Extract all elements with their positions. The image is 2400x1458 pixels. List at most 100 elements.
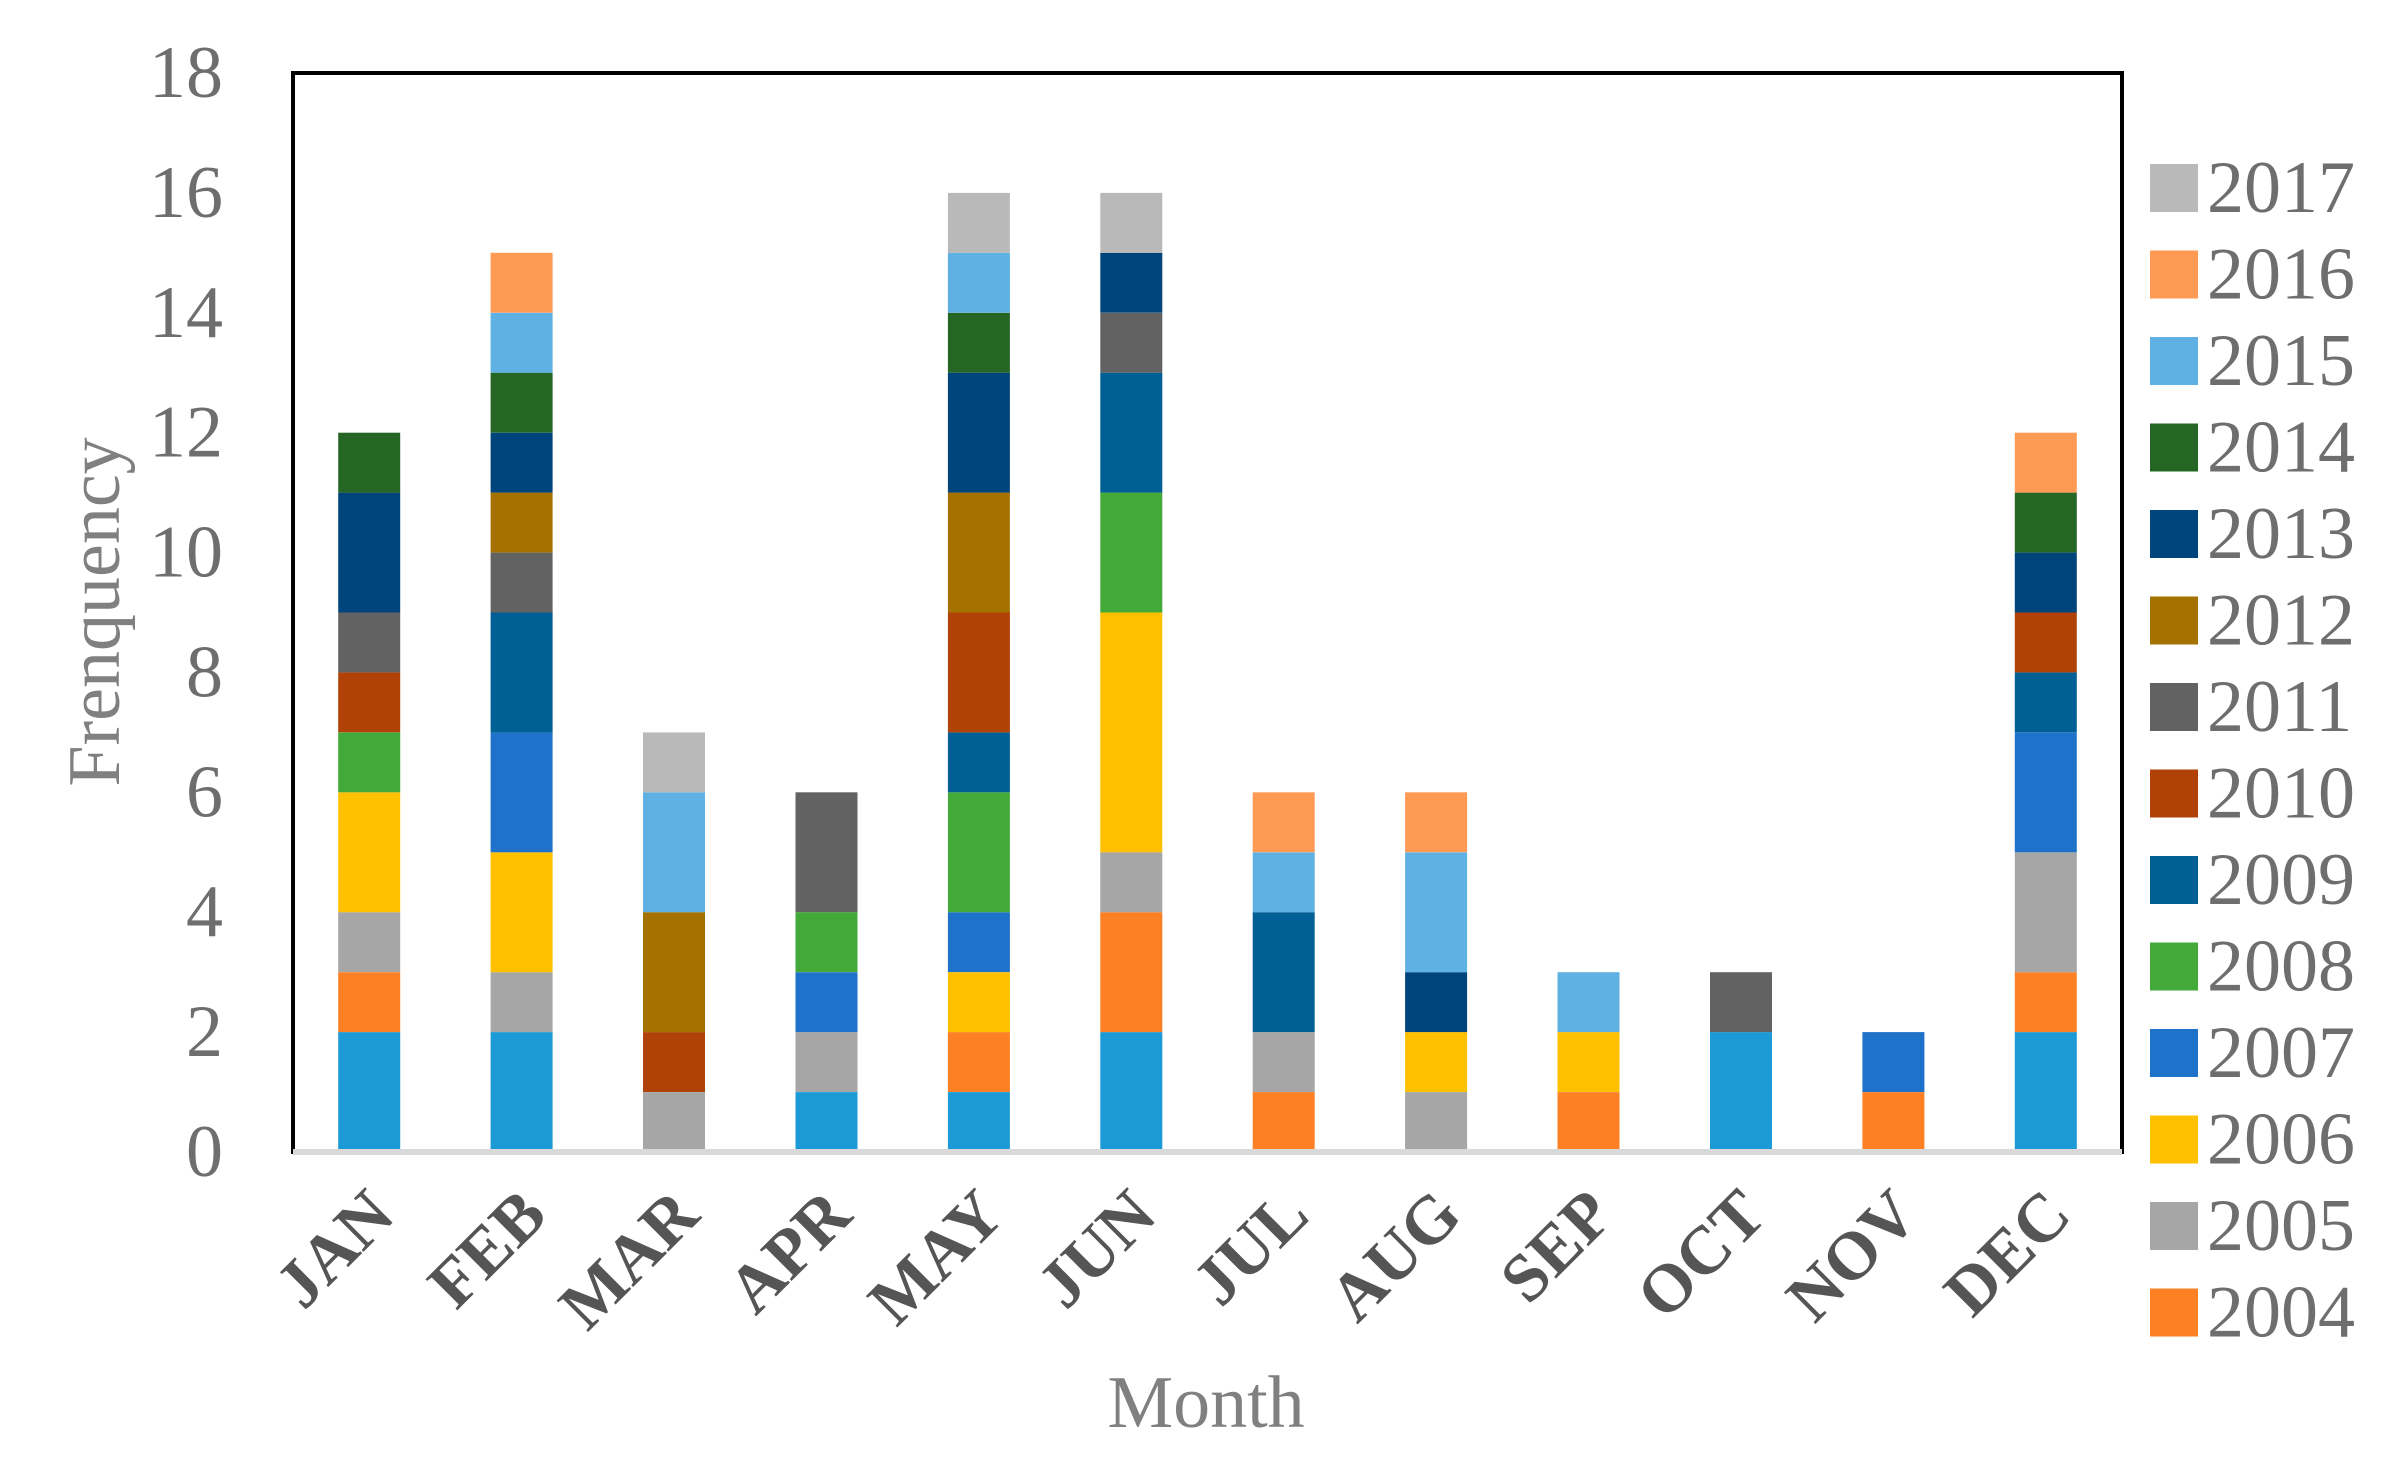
bar-segment-dec-2003 [2014, 1032, 2077, 1152]
bar-segment-apr-2008 [795, 912, 858, 973]
x-tick-label-dec: DEC [1929, 1175, 2084, 1330]
bar-segment-may-2003 [947, 1092, 1010, 1152]
legend-label-2011: 2011 [2207, 666, 2352, 748]
bar-segment-jun-2006 [1100, 612, 1163, 853]
bar-segment-may-2004 [947, 1032, 1010, 1092]
bar-segment-sep-2006 [1557, 1032, 1620, 1092]
bar-segment-aug-2016 [1405, 792, 1468, 853]
legend-label-2006: 2006 [2207, 1099, 2355, 1181]
x-tick-label-jul: JUL [1178, 1175, 1323, 1320]
bar-segment-apr-2011 [795, 792, 858, 913]
x-tick-label-feb: FEB [413, 1175, 560, 1322]
bar-segment-jan-2003 [338, 1032, 401, 1152]
bar-segment-may-2012 [947, 492, 1010, 613]
legend-swatch-2010 [2150, 769, 2198, 818]
x-tick-label-nov: NOV [1771, 1175, 1932, 1336]
bar-segment-dec-2007 [2014, 732, 2077, 853]
bar-segment-nov-2007 [1862, 1032, 1925, 1092]
bar-segment-apr-2003 [795, 1092, 858, 1152]
bar-segment-jun-2013 [1100, 252, 1163, 313]
y-axis-ticks: 0 2 4 6 8 10 12 14 16 18 [149, 32, 223, 1193]
y-tick-label: 16 [149, 152, 223, 234]
legend-swatch-2016 [2150, 250, 2198, 299]
bar-segment-jan-2010 [338, 672, 401, 733]
bar-segment-jun-2003 [1100, 1032, 1163, 1152]
y-tick-label: 10 [149, 512, 223, 594]
y-axis-title: Frenquency [54, 437, 136, 786]
bar-segment-mar-2005 [643, 1092, 705, 1152]
x-tick-label-apr: APR [712, 1174, 865, 1327]
bar-segment-jun-2004 [1100, 912, 1163, 1033]
legend-swatch-2009 [2150, 856, 2198, 904]
bar-segment-aug-2015 [1405, 852, 1468, 973]
bar-segment-apr-2005 [795, 1032, 858, 1092]
bar-segment-may-2006 [947, 972, 1010, 1033]
bar-segment-feb-2013 [490, 432, 553, 493]
bar-segment-jan-2011 [338, 612, 401, 673]
bar-segment-nov-2004 [1862, 1092, 1925, 1152]
legend-label-2005: 2005 [2207, 1185, 2355, 1267]
legend-swatch-2015 [2150, 337, 2198, 385]
legend-label-2009: 2009 [2207, 839, 2355, 921]
bar-segment-jan-2008 [338, 732, 401, 793]
bar-segment-aug-2013 [1405, 972, 1468, 1033]
y-tick-label: 12 [149, 392, 223, 474]
bar-segment-feb-2006 [490, 852, 553, 973]
bar-segment-dec-2014 [2014, 492, 2077, 553]
legend-swatch-2008 [2150, 942, 2198, 991]
bar-segment-dec-2005 [2014, 852, 2077, 973]
legend-label-2016: 2016 [2207, 234, 2355, 316]
bars [338, 192, 2077, 1152]
bar-segment-jun-2005 [1100, 852, 1163, 913]
y-tick-label: 2 [186, 991, 223, 1073]
legend-swatch-2007 [2150, 1029, 2198, 1077]
x-tick-label-oct: OCT [1622, 1175, 1780, 1333]
bar-segment-aug-2006 [1405, 1032, 1468, 1092]
legend-swatch-2014 [2150, 423, 2198, 472]
legend-label-2017: 2017 [2207, 147, 2355, 229]
bar-segment-jul-2015 [1252, 852, 1315, 913]
legend-swatch-2012 [2150, 596, 2198, 645]
bar-segment-may-2010 [947, 612, 1010, 733]
bar-segment-may-2007 [947, 912, 1010, 973]
bar-segment-feb-2016 [490, 252, 553, 313]
bar-segment-may-2009 [947, 732, 1010, 793]
y-tick-label: 14 [149, 272, 223, 354]
bar-segment-oct-2011 [1710, 972, 1772, 1033]
bar-segment-feb-2014 [490, 372, 553, 433]
plot-frame [291, 71, 2124, 1154]
legend-swatch-2013 [2150, 510, 2198, 558]
bar-segment-jan-2013 [338, 492, 401, 613]
legend-label-2012: 2012 [2207, 580, 2355, 662]
bar-segment-feb-2007 [490, 732, 553, 853]
bar-segment-feb-2011 [490, 552, 553, 613]
legend-label-2008: 2008 [2207, 926, 2355, 1008]
bar-segment-may-2008 [947, 792, 1010, 913]
bar-segment-mar-2012 [643, 912, 705, 1033]
bar-segment-jan-2005 [338, 912, 401, 973]
legend-swatch-2006 [2150, 1115, 2198, 1164]
bar-segment-aug-2005 [1405, 1092, 1468, 1152]
x-tick-label-jan: JAN [261, 1175, 408, 1322]
y-tick-label: 4 [186, 871, 223, 953]
legend: 2017201620152014201320122011201020092008… [2150, 147, 2355, 1354]
bar-segment-sep-2015 [1557, 972, 1620, 1033]
bar-segment-may-2015 [947, 252, 1010, 313]
bar-segment-feb-2012 [490, 492, 553, 553]
bar-segment-may-2017 [947, 192, 1010, 253]
bar-segment-oct-2003 [1710, 1032, 1772, 1152]
bar-segment-jul-2016 [1252, 792, 1315, 853]
bar-segment-may-2013 [947, 372, 1010, 493]
bar-segment-jan-2014 [338, 432, 401, 493]
bar-segment-jun-2017 [1100, 192, 1163, 253]
bar-segment-dec-2016 [2014, 432, 2077, 493]
bar-segment-jan-2004 [338, 972, 401, 1033]
legend-label-2007: 2007 [2207, 1012, 2355, 1094]
bar-segment-feb-2003 [490, 1032, 553, 1152]
legend-swatch-2005 [2150, 1202, 2198, 1250]
legend-swatch-2004 [2150, 1288, 2198, 1337]
legend-label-2010: 2010 [2207, 753, 2355, 835]
x-axis-title: Month [1107, 1362, 1304, 1444]
x-tick-label-mar: MAR [544, 1174, 713, 1343]
